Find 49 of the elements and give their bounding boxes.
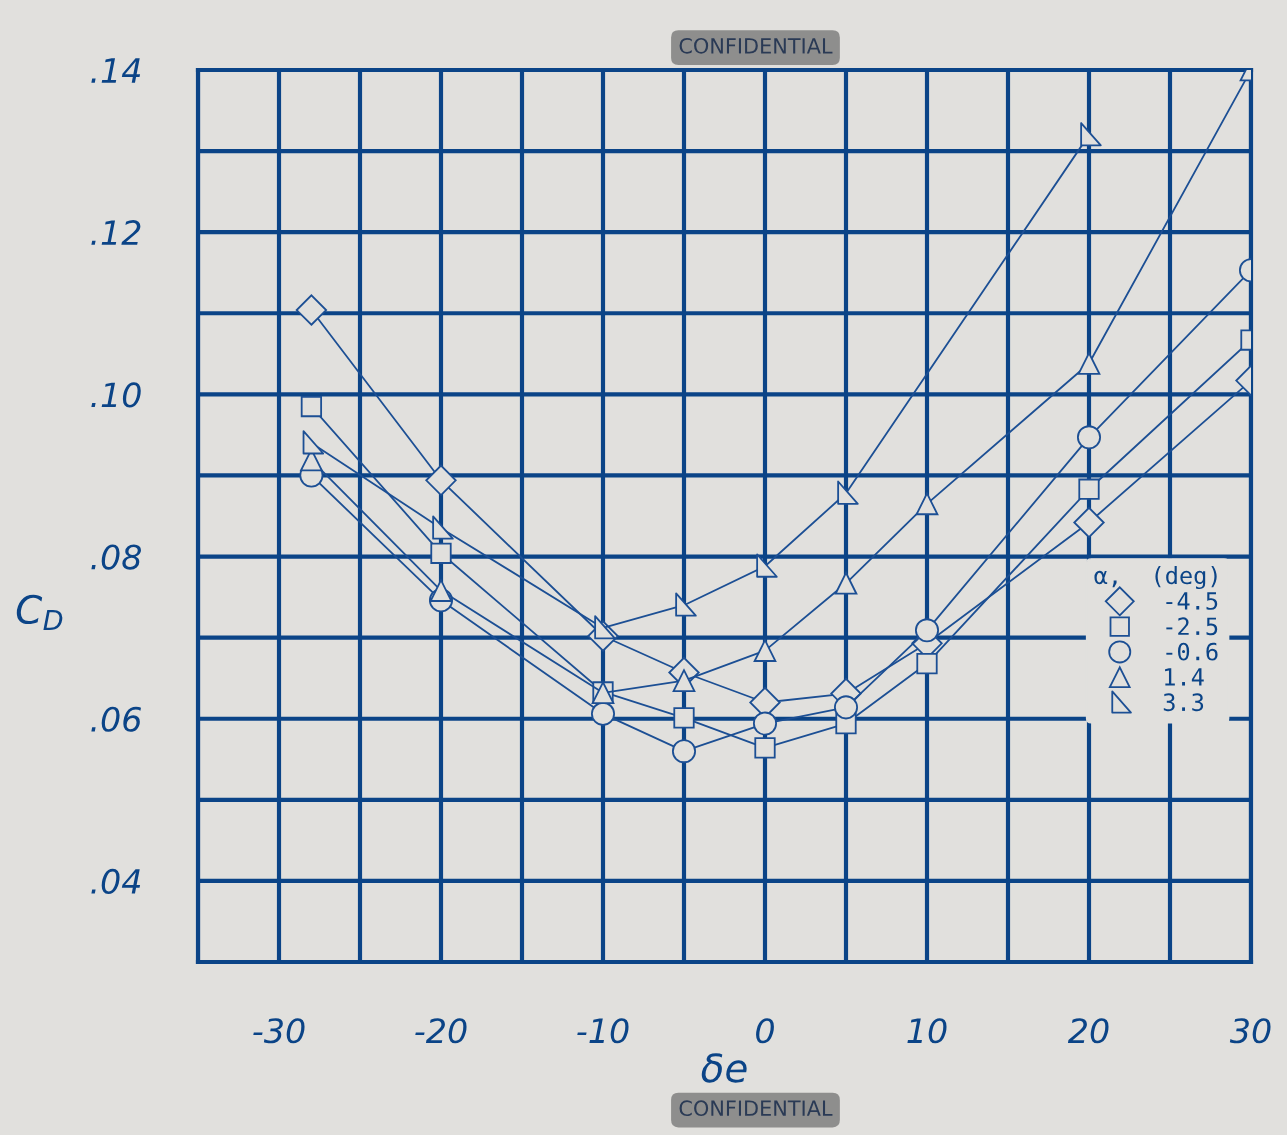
y-tick-label: .06 — [91, 706, 141, 732]
point — [834, 571, 858, 595]
point — [673, 707, 695, 729]
x-tick-label: 0 — [756, 1018, 774, 1044]
legend-label: -2.5 — [1166, 617, 1218, 636]
legend-label: -4.5 — [1166, 592, 1218, 610]
x-tick-label: 30 — [1229, 1018, 1271, 1044]
point — [425, 464, 457, 496]
y-tick-label: .12 — [91, 220, 141, 245]
point — [430, 542, 452, 564]
point — [302, 430, 325, 455]
point — [914, 618, 940, 643]
x-tick-label: 20 — [1067, 1018, 1109, 1044]
y-axis-title: C$_{D}$ — [16, 594, 63, 630]
point — [754, 737, 776, 759]
legend-label: -0.6 — [1166, 642, 1218, 661]
point — [752, 711, 778, 736]
point — [432, 515, 454, 540]
point — [295, 294, 328, 326]
y-tick-label: .14 — [91, 58, 141, 83]
point — [753, 639, 777, 662]
point — [1076, 425, 1102, 450]
point — [671, 739, 697, 764]
point — [1077, 352, 1101, 375]
y-tick-label: .04 — [91, 868, 141, 895]
x-tick-label: -20 — [415, 1018, 467, 1044]
text: CONFIDENTIAL — [679, 1100, 833, 1117]
legend-label: 3.3 — [1163, 693, 1204, 712]
point — [916, 652, 938, 675]
point — [675, 592, 697, 617]
point — [300, 395, 323, 418]
text: CONFIDENTIAL — [679, 37, 833, 54]
legend-title: α, (deg) — [1094, 566, 1217, 590]
point — [756, 553, 778, 578]
x-tick-label: -10 — [577, 1018, 629, 1044]
point — [837, 480, 859, 505]
y-tick-label: .10 — [91, 382, 141, 408]
x-tick-label: 10 — [907, 1018, 947, 1044]
point — [590, 701, 616, 726]
point — [1073, 506, 1105, 539]
point — [915, 492, 939, 516]
point — [833, 695, 859, 720]
point — [1078, 478, 1100, 500]
legend-label: 1.4 — [1165, 668, 1204, 686]
point — [429, 579, 453, 602]
x-tick-label: -30 — [253, 1018, 305, 1044]
y-tick-label: .08 — [91, 544, 141, 570]
point — [1080, 122, 1102, 147]
x-axis-title: δe — [701, 1053, 747, 1083]
